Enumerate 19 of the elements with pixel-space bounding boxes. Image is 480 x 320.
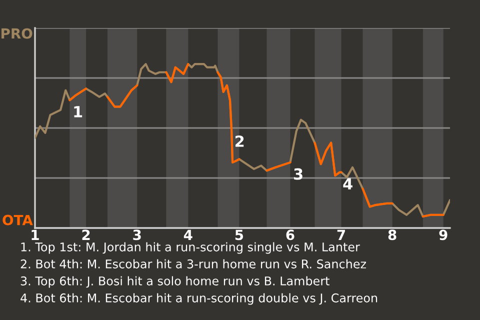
text: OTA (2, 214, 33, 226)
annotation: 3 (294, 168, 302, 180)
annotation: 1 (74, 106, 82, 118)
x-tick-label: 4 (184, 230, 192, 240)
text: 1. Top 1st: M. Jordan hit a run-scoring single vs M. Lanter (21, 242, 360, 254)
x-tick-label: 5 (235, 230, 244, 240)
x-tick-label: 1 (32, 230, 39, 240)
x-tick-label: 9 (439, 230, 448, 240)
text: 2. Bot 4th: M. Escobar hit a 3-run home run vs R. Sanchez (20, 259, 366, 268)
x-tick-label: 7 (337, 230, 345, 240)
text: 3. Top 6th: J. Bosi hit a solo home run vs B. Lambert (20, 276, 330, 288)
x-tick-label: 8 (388, 230, 396, 240)
annotation: 2 (236, 135, 244, 147)
x-tick-label: 6 (286, 230, 294, 240)
x-tick-label: 2 (82, 230, 90, 240)
x-tick-label: 3 (133, 230, 141, 240)
text: PRO (2, 28, 32, 39)
text: 4. Bot 6th: M. Escobar hit a run-scoring double vs J. Carreon (20, 293, 378, 305)
annotation: 4 (343, 178, 352, 190)
